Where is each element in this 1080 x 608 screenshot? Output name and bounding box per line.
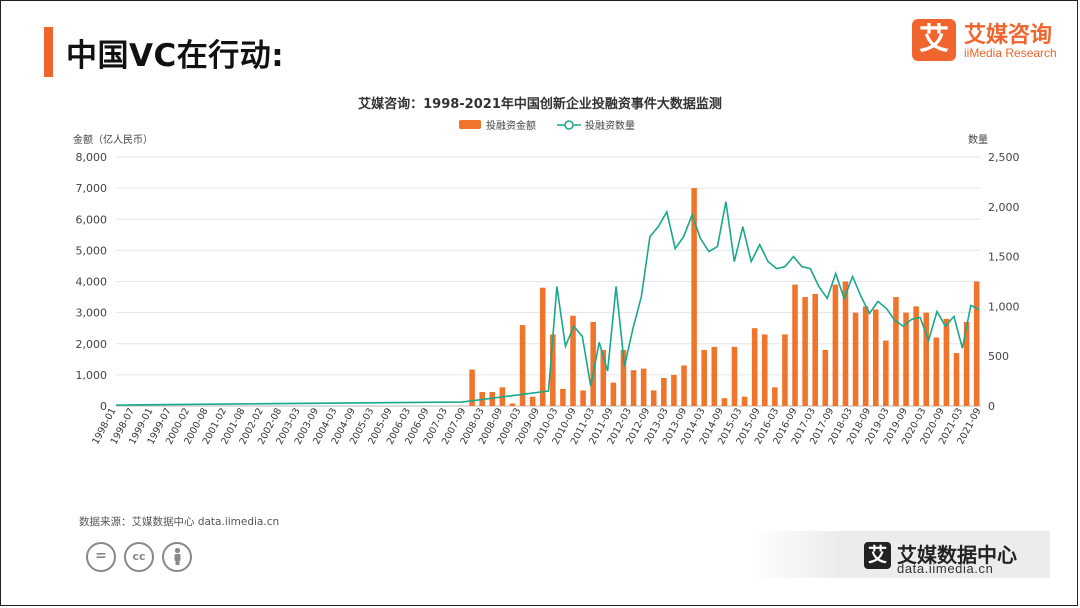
amount-bar — [509, 403, 516, 406]
amount-bar — [782, 334, 788, 406]
cc-icon: cc — [124, 542, 154, 572]
amount-bar — [721, 398, 728, 406]
y-right-tick-label: 500 — [988, 350, 1009, 363]
amount-bar — [610, 382, 617, 406]
amount-bar — [822, 349, 829, 406]
amount-bar — [671, 374, 677, 406]
amount-bar — [772, 387, 778, 406]
y-axis-labels: 0 1,000 2,000 3,000 4,000 5,000 6,000 7,000 8,00… — [76, 151, 1020, 413]
amount-bar — [812, 293, 818, 406]
title-accent-bar — [44, 27, 53, 77]
count-line — [115, 201, 980, 406]
amount-bar — [832, 284, 839, 406]
footer-url: data.iimedia.cn — [897, 561, 994, 576]
y-left-tick-label: 4,000 — [76, 276, 108, 289]
footer-brand-name: 艾媒数据中心 — [897, 543, 1017, 567]
y-right-tick-label: 2,500 — [988, 151, 1020, 164]
source-note: 数据来源：艾媒数据中心 data.iimedia.cn — [79, 516, 280, 528]
amount-bar — [761, 334, 768, 406]
y-left-tick-label: 3,000 — [76, 307, 108, 320]
y-left-tick-label: 0 — [100, 400, 107, 413]
amount-bar — [953, 353, 960, 406]
person-icon — [174, 547, 180, 565]
amount-bar — [661, 377, 667, 406]
y-left-tick-label: 1,000 — [76, 369, 108, 382]
brand-name: 艾媒咨询 — [964, 23, 1053, 48]
amount-bars — [459, 188, 980, 406]
amount-bar — [529, 396, 536, 406]
footer-band — [750, 531, 1050, 578]
legend-bar-label: 投融资金额 — [486, 119, 536, 132]
legend-line-marker — [564, 120, 574, 130]
amount-bar — [711, 346, 718, 406]
amount-bar — [923, 312, 929, 406]
y-right-tick-label: 0 — [988, 400, 995, 413]
cc-by-icon — [162, 542, 192, 572]
amount-bar — [883, 340, 889, 406]
page-title: 中国VC在行动: — [66, 38, 285, 74]
amount-bar — [933, 337, 940, 406]
x-axis-labels: 1998-011998-071999-011999-072000-022000-… — [90, 406, 983, 446]
amount-bar — [590, 321, 596, 406]
brand-logo-icon: 艾 — [912, 19, 956, 61]
amount-bar — [650, 390, 657, 406]
amount-bar — [560, 388, 566, 406]
amount-bar — [802, 297, 808, 406]
legend-line-label: 投融资数量 — [585, 119, 635, 132]
left-axis-title: 金额（亿人民币） — [73, 133, 153, 146]
brand-subtitle: iiMedia Research — [964, 46, 1057, 60]
amount-bar — [701, 349, 707, 406]
y-left-tick-label: 5,000 — [76, 244, 108, 257]
amount-bar — [640, 368, 647, 406]
footer-logo-icon: 艾 — [864, 542, 891, 569]
y-right-tick-label: 2,000 — [988, 201, 1020, 214]
amount-bar — [943, 318, 950, 406]
amount-bar — [963, 321, 970, 406]
amount-bar — [872, 309, 879, 406]
amount-bar — [469, 369, 475, 406]
cc-nd-icon: = — [86, 542, 116, 572]
y-left-tick-label: 2,000 — [76, 338, 108, 351]
y-right-tick-label: 1,000 — [988, 300, 1020, 313]
amount-bar — [751, 328, 758, 406]
brand-logo: 艾 艾媒咨询 iiMedia Research — [912, 17, 1062, 67]
amount-bar — [731, 346, 738, 406]
legend-bar-swatch — [459, 120, 481, 129]
amount-bar — [620, 349, 627, 406]
amount-bar — [903, 312, 909, 406]
amount-bar — [630, 370, 637, 406]
right-axis-title: 数量 — [968, 133, 988, 146]
amount-bar — [913, 306, 919, 406]
chart-legend: 投融资金额 投融资数量 — [459, 119, 635, 132]
amount-bar — [539, 287, 546, 406]
amount-bar — [741, 396, 748, 406]
amount-bar — [519, 325, 526, 406]
amount-bar — [550, 334, 556, 406]
amount-bar — [792, 284, 798, 406]
amount-bar — [973, 281, 980, 406]
amount-bar — [600, 349, 607, 406]
y-left-tick-label: 6,000 — [76, 213, 108, 226]
count-line-path — [115, 201, 980, 406]
y-right-tick-label: 1,500 — [988, 251, 1020, 264]
chart-title: 艾媒咨询：1998-2021年中国创新企业投融资事件大数据监测 — [358, 96, 722, 112]
amount-bar — [862, 306, 869, 406]
investment-chart: 艾媒咨询：1998-2021年中国创新企业投融资事件大数据监测 投融资金额 投融… — [73, 96, 1020, 446]
amount-bar — [691, 188, 697, 406]
amount-bar — [570, 315, 576, 406]
amount-bar — [842, 281, 849, 406]
amount-bar — [580, 390, 586, 406]
y-left-tick-label: 8,000 — [76, 151, 108, 164]
amount-bar — [893, 297, 899, 406]
amount-bar — [852, 312, 859, 406]
y-left-tick-label: 7,000 — [76, 182, 108, 195]
amount-bar — [681, 365, 687, 406]
